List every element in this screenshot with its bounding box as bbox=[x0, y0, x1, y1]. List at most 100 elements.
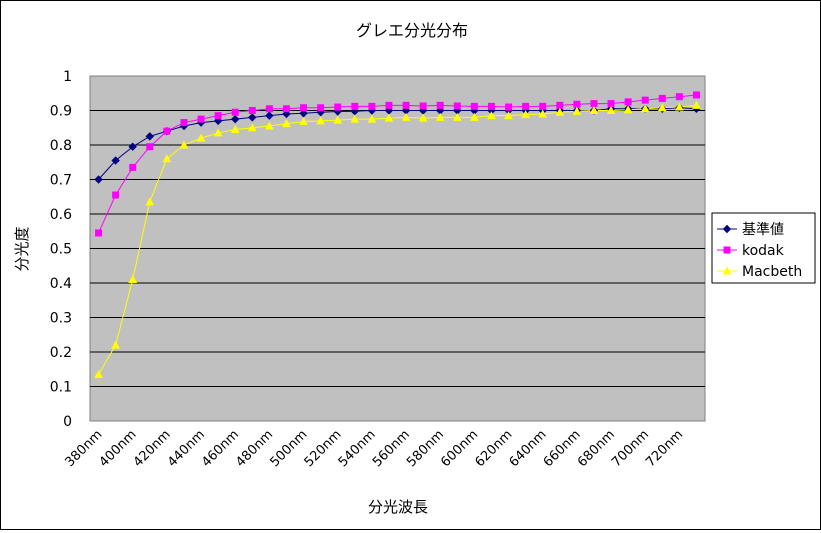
data-point bbox=[231, 108, 239, 116]
data-point bbox=[692, 91, 700, 99]
y-tick-label: 0.1 bbox=[50, 380, 72, 396]
y-tick-label: 0 bbox=[63, 414, 72, 430]
data-point bbox=[522, 102, 530, 110]
legend-label: Macbeth bbox=[742, 264, 802, 280]
data-point bbox=[435, 112, 445, 121]
data-point bbox=[723, 246, 731, 254]
y-tick-label: 0.8 bbox=[50, 138, 72, 154]
data-point bbox=[538, 109, 548, 118]
data-point bbox=[641, 96, 649, 104]
data-point bbox=[334, 103, 342, 111]
data-point bbox=[572, 106, 582, 115]
data-point bbox=[214, 112, 222, 120]
data-point bbox=[436, 101, 444, 109]
x-tick-label: 660nm bbox=[541, 427, 584, 470]
x-tick-label: 640nm bbox=[507, 427, 550, 470]
data-point bbox=[265, 121, 274, 130]
data-point bbox=[94, 369, 103, 378]
data-point bbox=[316, 116, 325, 125]
data-point bbox=[675, 102, 684, 111]
data-point bbox=[282, 105, 290, 113]
y-axis-ticks: 0 0.1 0.2 0.3 0.4 0.5 0.6 0.7 0.8 0.9 1 bbox=[50, 69, 72, 430]
data-point bbox=[722, 224, 732, 234]
x-tick-label: 720nm bbox=[643, 427, 686, 470]
x-tick-label: 520nm bbox=[302, 427, 345, 470]
data-point bbox=[350, 114, 360, 123]
data-point bbox=[657, 103, 667, 112]
data-point bbox=[722, 266, 732, 275]
data-point bbox=[111, 156, 120, 165]
data-point bbox=[231, 114, 240, 124]
data-point bbox=[196, 133, 206, 142]
data-point bbox=[282, 119, 291, 128]
data-point bbox=[333, 115, 343, 124]
x-tick-label: 440nm bbox=[165, 427, 208, 470]
x-tick-label: 480nm bbox=[233, 427, 276, 470]
x-axis-ticks: 380nm400nm420nm440nm460nm480nm500nm520nm… bbox=[62, 427, 686, 470]
data-point bbox=[162, 154, 172, 163]
data-point bbox=[129, 163, 137, 171]
legend: 基準値 kodak Macbeth bbox=[711, 212, 816, 284]
data-point bbox=[145, 132, 154, 141]
x-tick-label: 400nm bbox=[97, 427, 140, 470]
data-point bbox=[675, 93, 683, 101]
data-point bbox=[658, 94, 666, 102]
data-point bbox=[590, 100, 598, 108]
legend-label: 基準値 bbox=[742, 221, 784, 238]
data-point bbox=[300, 104, 308, 112]
x-tick-label: 700nm bbox=[609, 427, 652, 470]
data-point bbox=[623, 105, 633, 114]
x-tick-label: 500nm bbox=[267, 427, 310, 470]
data-point bbox=[384, 113, 394, 122]
data-point bbox=[589, 105, 599, 114]
data-point bbox=[95, 229, 103, 237]
data-point bbox=[145, 197, 155, 206]
data-point bbox=[317, 104, 325, 112]
data-point bbox=[368, 102, 376, 110]
data-point bbox=[111, 340, 120, 349]
y-tick-label: 0.9 bbox=[50, 104, 72, 120]
data-point bbox=[539, 102, 547, 110]
legend-label: kodak bbox=[742, 243, 785, 259]
data-point bbox=[180, 119, 188, 127]
data-point bbox=[265, 105, 273, 113]
data-point bbox=[607, 100, 615, 108]
data-point bbox=[419, 102, 427, 110]
data-point bbox=[265, 111, 274, 120]
x-tick-label: 540nm bbox=[336, 427, 379, 470]
data-point bbox=[213, 128, 223, 137]
data-point bbox=[128, 142, 137, 151]
data-point bbox=[504, 111, 513, 120]
data-point bbox=[573, 100, 581, 108]
data-point bbox=[452, 112, 462, 121]
x-tick-label: 560nm bbox=[370, 427, 413, 470]
data-point bbox=[128, 274, 138, 284]
data-point bbox=[163, 127, 171, 135]
y-tick-label: 0.7 bbox=[50, 173, 72, 189]
data-point bbox=[640, 104, 650, 113]
data-point bbox=[470, 102, 478, 110]
data-point bbox=[402, 101, 410, 109]
data-point bbox=[505, 103, 513, 111]
series-markers bbox=[94, 91, 701, 378]
x-tick-label: 420nm bbox=[131, 427, 174, 470]
x-tick-label: 600nm bbox=[438, 427, 481, 470]
x-tick-label: 620nm bbox=[472, 427, 515, 470]
y-tick-label: 1 bbox=[63, 69, 72, 85]
y-tick-label: 0.4 bbox=[50, 276, 72, 292]
y-tick-label: 0.5 bbox=[50, 242, 72, 258]
x-axis-label: 分光波長 bbox=[368, 498, 428, 516]
data-point bbox=[367, 114, 377, 123]
data-point bbox=[624, 98, 632, 106]
data-point bbox=[197, 115, 205, 123]
x-tick-label: 580nm bbox=[404, 427, 447, 470]
data-point bbox=[555, 107, 565, 116]
x-tick-label: 380nm bbox=[62, 427, 105, 470]
data-point bbox=[401, 112, 411, 121]
chart-title: グレエ分光分布 bbox=[356, 21, 468, 40]
data-point bbox=[351, 102, 359, 110]
data-point bbox=[692, 100, 701, 109]
data-point bbox=[112, 191, 120, 199]
